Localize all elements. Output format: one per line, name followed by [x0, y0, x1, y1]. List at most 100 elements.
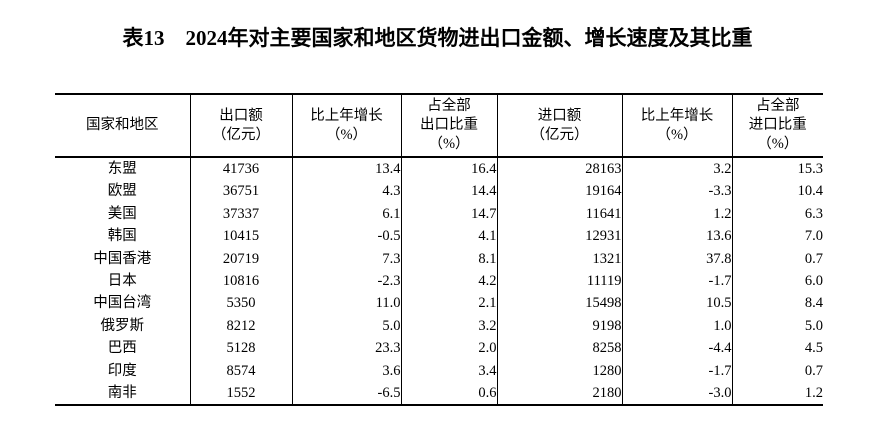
region-cell: 印度	[55, 359, 191, 383]
column-header-export-value: 出口额 （亿元）	[190, 94, 293, 158]
header-label-line: 占全部	[427, 98, 471, 114]
export-share-cell: 14.4	[401, 180, 498, 203]
table-row: 巴西 5128 23.3 2.0 8258 -4.4 4.5	[55, 337, 823, 360]
table-row: 中国台湾 5350 11.0 2.1 15498 10.5 8.4	[55, 292, 823, 315]
import-value-cell: 1321	[497, 247, 623, 271]
export-value-cell: 1552	[190, 382, 293, 406]
import-share-cell: 0.7	[804, 362, 823, 379]
header-label-line: 出口比重	[420, 117, 478, 133]
export-value-cell: 20719	[190, 247, 293, 271]
export-growth-cell: 23.3	[292, 337, 402, 360]
export-share-cell: 3.4	[401, 359, 498, 383]
import-growth-cell: -1.7	[622, 359, 733, 383]
column-header-export-growth: 比上年增长 （%）	[292, 94, 402, 158]
table-row: 东盟 41736 13.4 16.4 28163 3.2 15.3	[55, 157, 823, 181]
trade-table-container: 国家和地区 出口额 （亿元） 比上年增长 （%） 占全部 出口比重 （%） 进口…	[55, 93, 823, 407]
import-share-cell: 8.4	[804, 295, 823, 312]
export-value-cell: 10816	[190, 270, 293, 293]
header-label-line: （亿元）	[212, 126, 270, 143]
header-label-line: 占全部	[756, 98, 800, 114]
header-label-line: （%）	[325, 126, 368, 143]
header-label-line: （%）	[656, 126, 698, 143]
region-cell: 欧盟	[55, 180, 191, 203]
export-growth-cell: 7.3	[292, 247, 402, 271]
export-share-cell: 2.1	[401, 292, 498, 315]
header-label-line: （%）	[428, 136, 470, 152]
import-growth-cell: -3.3	[622, 180, 733, 203]
table-row: 韩国 10415 -0.5 4.1 12931 13.6 7.0	[55, 225, 823, 248]
import-value-cell: 15498	[497, 292, 623, 315]
import-share-cell: 0.7	[804, 250, 823, 267]
region-cell: 东盟	[55, 157, 191, 181]
header-label-line: （%）	[757, 136, 799, 152]
export-share-cell: 4.1	[401, 225, 498, 248]
export-share-cell: 0.6	[401, 382, 498, 406]
region-cell: 日本	[55, 270, 191, 293]
header-label-line: 出口额	[219, 107, 263, 124]
import-growth-cell: -1.7	[622, 270, 733, 293]
import-share-cell: 6.3	[804, 205, 823, 222]
import-share-cell: 15.3	[797, 161, 823, 177]
import-value-cell: 12931	[497, 225, 623, 248]
export-growth-cell: -6.5	[292, 382, 402, 406]
export-share-cell: 8.1	[401, 247, 498, 271]
region-cell: 韩国	[55, 225, 191, 248]
export-share-cell: 14.7	[401, 202, 498, 226]
import-value-cell: 2180	[497, 382, 623, 406]
import-value-cell: 8258	[497, 337, 623, 360]
export-share-cell: 4.2	[401, 270, 498, 293]
import-growth-cell: -3.0	[622, 382, 733, 406]
table-row: 欧盟 36751 4.3 14.4 19164 -3.3 10.4	[55, 180, 823, 203]
import-value-cell: 28163	[497, 157, 623, 181]
region-cell: 南非	[55, 382, 191, 406]
table-row: 中国香港 20719 7.3 8.1 1321 37.8 0.7	[55, 247, 823, 271]
import-value-cell: 19164	[497, 180, 623, 203]
export-growth-cell: -2.3	[292, 270, 402, 293]
table-row: 印度 8574 3.6 3.4 1280 -1.7 0.7	[55, 359, 823, 383]
import-value-cell: 1280	[497, 359, 623, 383]
import-share-cell: 4.5	[804, 340, 823, 357]
table-row: 俄罗斯 8212 5.0 3.2 9198 1.0 5.0	[55, 314, 823, 338]
import-share-cell: 7.0	[804, 228, 823, 245]
region-cell: 俄罗斯	[55, 314, 191, 338]
import-growth-cell: -4.4	[622, 337, 733, 360]
region-cell: 美国	[55, 202, 191, 226]
import-value-cell: 9198	[497, 314, 623, 338]
import-share-cell: 10.4	[797, 183, 823, 200]
table-row: 南非 1552 -6.5 0.6 2180 -3.0 1.2	[55, 382, 823, 406]
column-header-export-share: 占全部 出口比重 （%）	[401, 94, 498, 158]
column-header-region: 国家和地区	[55, 94, 191, 158]
export-growth-cell: 11.0	[292, 292, 402, 315]
column-header-import-value: 进口额 （亿元）	[497, 94, 623, 158]
export-value-cell: 10415	[190, 225, 293, 248]
header-label-line: （亿元）	[530, 126, 589, 143]
export-value-cell: 37337	[190, 202, 293, 226]
table-row: 日本 10816 -2.3 4.2 11119 -1.7 6.0	[55, 270, 823, 293]
column-header-import-growth: 比上年增长 （%）	[622, 94, 733, 158]
export-growth-cell: 4.3	[292, 180, 402, 203]
export-value-cell: 8212	[190, 314, 293, 338]
header-label-line: 国家和地区	[86, 117, 159, 133]
table-row: 美国 37337 6.1 14.7 11641 1.2 6.3	[55, 202, 823, 226]
import-growth-cell: 13.6	[622, 225, 733, 248]
import-share-cell: 6.0	[804, 273, 823, 290]
export-growth-cell: 6.1	[292, 202, 402, 226]
export-share-cell: 3.2	[401, 314, 498, 338]
column-header-import-share: 占全部 进口比重 （%）	[732, 94, 823, 158]
export-value-cell: 36751	[190, 180, 293, 203]
import-share-cell: 5.0	[804, 317, 823, 334]
import-share-cell: 1.2	[804, 385, 823, 402]
export-value-cell: 5128	[190, 337, 293, 360]
export-value-cell: 8574	[190, 359, 293, 383]
export-growth-cell: 3.6	[292, 359, 402, 383]
header-label-line: 进口比重	[748, 117, 807, 133]
region-cell: 中国香港	[55, 247, 191, 271]
export-share-cell: 2.0	[401, 337, 498, 360]
export-share-cell: 16.4	[401, 157, 498, 181]
export-growth-cell: 5.0	[292, 314, 402, 338]
header-row: 国家和地区 出口额 （亿元） 比上年增长 （%） 占全部 出口比重 （%） 进口…	[55, 94, 823, 158]
header-label-line: 进口额	[537, 107, 582, 124]
import-growth-cell: 1.0	[622, 314, 733, 338]
export-value-cell: 41736	[190, 157, 293, 181]
region-cell: 中国台湾	[55, 292, 191, 315]
